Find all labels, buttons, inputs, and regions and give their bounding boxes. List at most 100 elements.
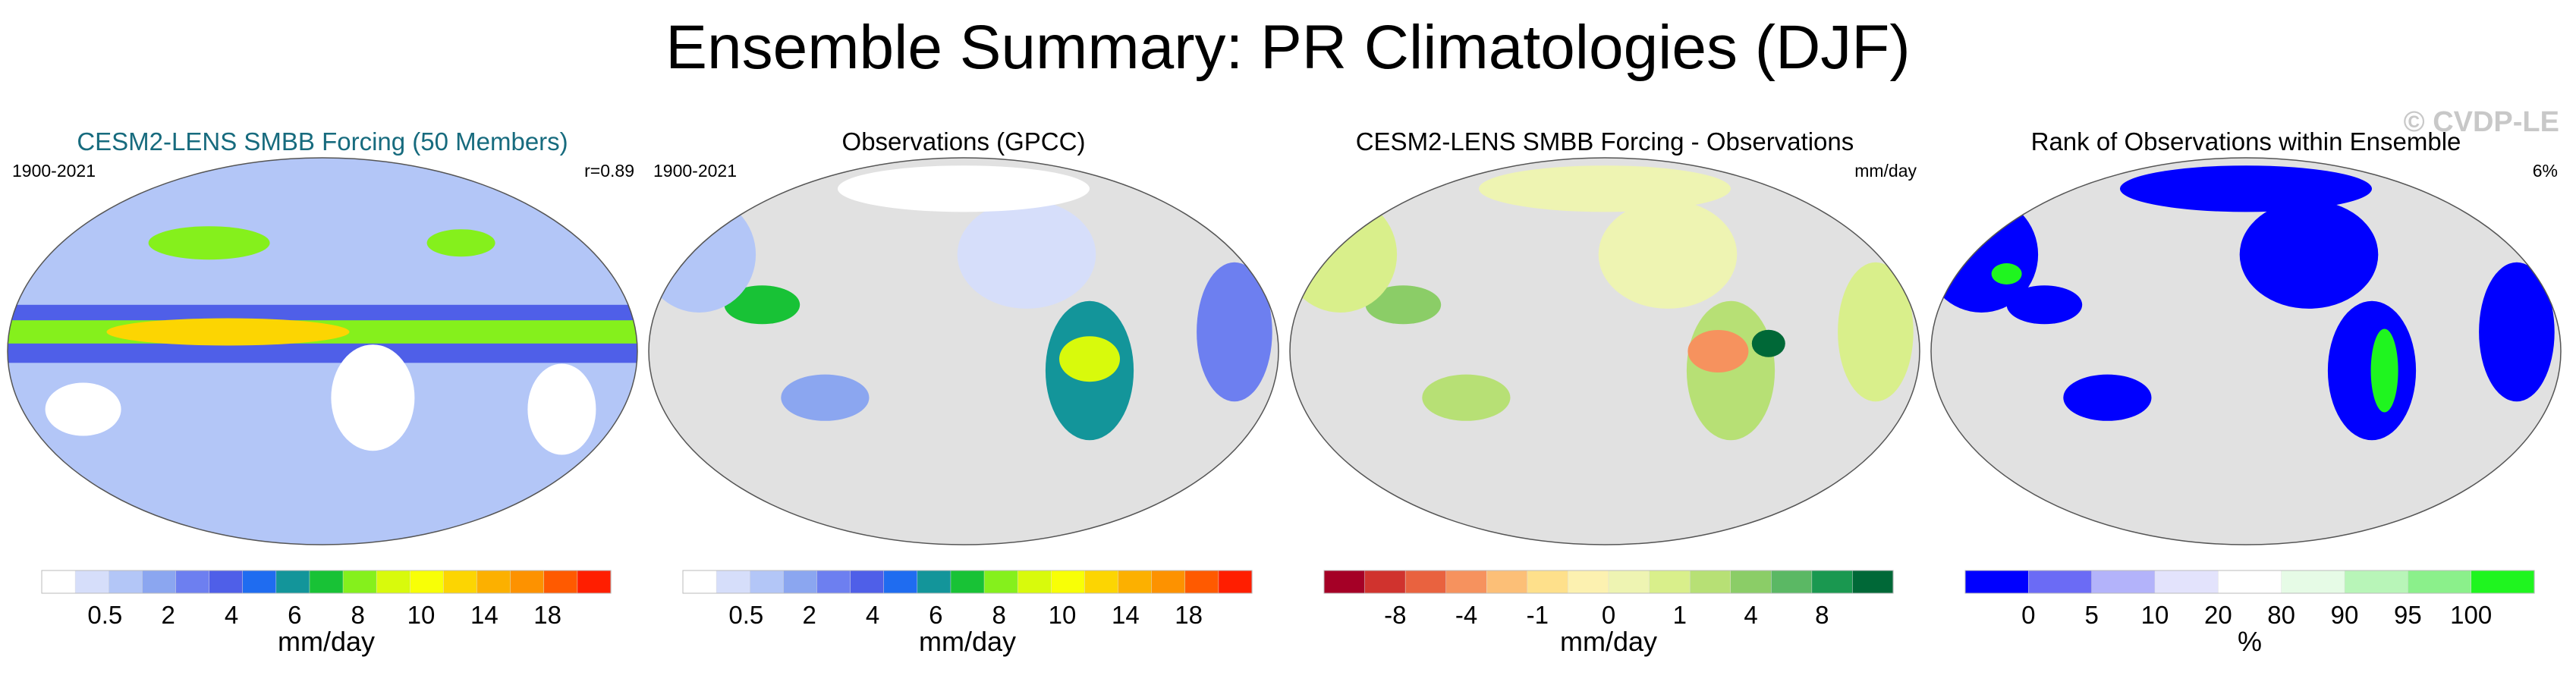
- colorbar-tick-label: 80: [2267, 601, 2295, 629]
- land-region: [2063, 374, 2152, 421]
- colorbar-swatch: [1771, 570, 1813, 594]
- colorbar-swatch: [1323, 570, 1366, 594]
- colorbar-swatch: [2091, 570, 2156, 594]
- colorbar-tick-label: 20: [2204, 601, 2232, 629]
- colorbar-frame: [41, 570, 612, 594]
- high-rank-region: [1991, 263, 2022, 284]
- colorbar-swatch: [850, 570, 885, 594]
- colorbar-swatch: [342, 570, 377, 594]
- colorbar-swatch: [2281, 570, 2345, 594]
- colorbar-frame: [682, 570, 1253, 594]
- land-region: [1422, 374, 1511, 421]
- panel-stat-label: 6%: [2533, 161, 2558, 181]
- map-border: [7, 157, 638, 545]
- panel-title: CESM2-LENS SMBB Forcing (50 Members): [77, 127, 568, 156]
- colorbar-swatch: [749, 570, 785, 594]
- colorbar-swatch: [1118, 570, 1153, 594]
- land-region: [2239, 200, 2379, 309]
- colorbar-swatch: [1649, 570, 1691, 594]
- colorbar-swatch: [477, 570, 511, 594]
- colorbar-swatch: [1811, 570, 1854, 594]
- land-region: [649, 196, 756, 313]
- colorbar-units-label: mm/day: [1560, 626, 1657, 657]
- colorbar-units-label: mm/day: [278, 626, 375, 657]
- colorbar-swatch: [682, 570, 717, 594]
- land-region: [1686, 300, 1776, 441]
- colorbar-tick-label: -8: [1384, 601, 1406, 629]
- land-region: [1365, 285, 1442, 325]
- amazon-peak: [1059, 336, 1120, 382]
- colorbar-tick-label: -4: [1455, 601, 1477, 629]
- map-field: [1931, 158, 2561, 545]
- colorbar-swatch: [543, 570, 578, 594]
- high-rank-region: [2370, 328, 2398, 413]
- colorbar-swatch: [1964, 570, 2030, 594]
- colorbar-swatch: [510, 570, 545, 594]
- colorbar-swatch: [1689, 570, 1731, 594]
- colorbar-swatch: [783, 570, 818, 594]
- colorbar-swatch: [2344, 570, 2409, 594]
- colorbar-swatch: [816, 570, 851, 594]
- colorbar-frame: [1964, 570, 2535, 594]
- colorbar-frame: [1323, 570, 1894, 594]
- colorbar-swatch: [242, 570, 277, 594]
- panel-4: Rank of Observations within Ensemble 6% 0 5…: [1930, 127, 2562, 657]
- colorbar-swatch: [950, 570, 985, 594]
- colorbar-swatch: [1218, 570, 1253, 594]
- colorbar-tick-label: 14: [470, 601, 499, 629]
- land-region: [2120, 165, 2372, 212]
- colorbar-swatch: [1184, 570, 1219, 594]
- panel-period-label: 1900-2021: [12, 161, 96, 181]
- storm-track-pacific: [148, 226, 270, 260]
- map-border: [648, 157, 1279, 545]
- colorbar-swatch: [716, 570, 750, 594]
- colorbar-swatch: [1017, 570, 1052, 594]
- colorbar-swatch: [410, 570, 445, 594]
- panel-title: Observations (GPCC): [842, 127, 1086, 156]
- panel-title: Rank of Observations within Ensemble: [2031, 127, 2461, 156]
- colorbar-tick-label: 18: [533, 601, 561, 629]
- colorbar-swatch: [108, 570, 143, 594]
- colorbar-tick-label: 10: [1049, 601, 1077, 629]
- colorbar-tick-label: 8: [351, 601, 364, 629]
- colorbar-tick-label: 2: [161, 601, 175, 629]
- colorbar-swatch: [1852, 570, 1894, 594]
- dry-zone-sepacific: [331, 344, 415, 451]
- colorbar-tick-label: 18: [1175, 601, 1203, 629]
- colorbar-swatch: [175, 570, 210, 594]
- colorbar-swatch: [2218, 570, 2282, 594]
- land-region: [781, 374, 870, 421]
- panel-stat-label: mm/day: [1854, 161, 1917, 181]
- colorbar-swatch: [309, 570, 344, 594]
- colorbar-swatch: [74, 570, 109, 594]
- colorbar-tick-label: 14: [1112, 601, 1140, 629]
- colorbar-swatch: [275, 570, 310, 594]
- map-border: [1930, 157, 2562, 545]
- land-region: [2006, 285, 2083, 325]
- dry-zone-sindian: [45, 382, 121, 436]
- colorbar-swatch: [2154, 570, 2219, 594]
- ocean-mask: [1290, 158, 1920, 545]
- panel-2: Observations (GPCC) 1900-2021 0.5 2 4 6 8 10 14 1…: [648, 127, 1279, 657]
- colorbar-tick-label: 6: [929, 601, 942, 629]
- colorbar-tick-label: 2: [802, 601, 816, 629]
- colorbar-units-label: %: [2238, 626, 2262, 657]
- colorbar-tick-label: 95: [2394, 601, 2422, 629]
- colorbar-tick-label: 4: [866, 601, 879, 629]
- colorbar-tick-label: 8: [1815, 601, 1829, 629]
- colorbar-swatch: [142, 570, 177, 594]
- colorbar-tick-label: 5: [2084, 601, 2098, 629]
- colorbar-tick-label: 10: [2141, 601, 2169, 629]
- colorbar-tick-label: 1: [1673, 601, 1687, 629]
- land-region: [2479, 262, 2555, 402]
- colorbar-swatch: [1730, 570, 1772, 594]
- watermark: © CVDP-LE: [2403, 106, 2559, 138]
- panel-1: CESM2-LENS SMBB Forcing (50 Members) 1900…: [7, 127, 638, 657]
- colorbar-swatch: [41, 570, 76, 594]
- map-field: [8, 158, 637, 545]
- colorbar-tick-label: 90: [2331, 601, 2359, 629]
- panel-3: CESM2-LENS SMBB Forcing - Observationsmm…: [1289, 127, 1920, 657]
- amazon-dry-bias: [1687, 330, 1749, 372]
- colorbar-swatch: [1527, 570, 1569, 594]
